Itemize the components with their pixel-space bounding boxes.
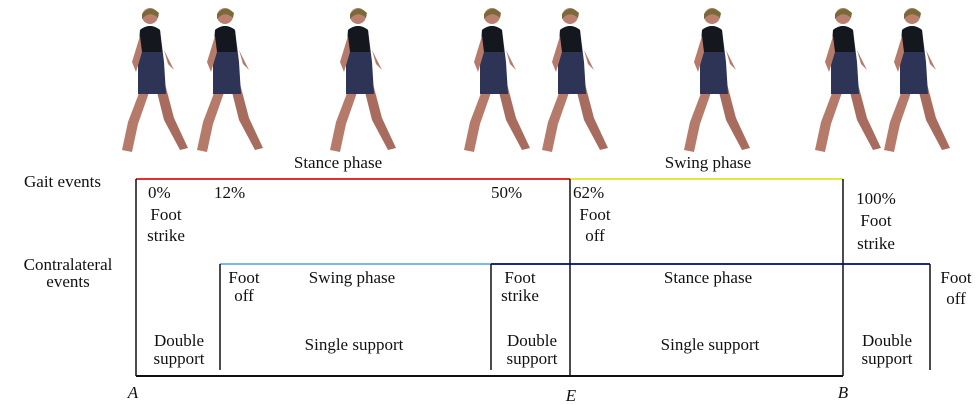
event: Foot [150, 205, 181, 224]
axis-label: A [127, 383, 139, 402]
event: strike [857, 234, 895, 253]
labels: Stance phase Swing phase Gait events Con… [24, 153, 972, 405]
row-label: events [46, 272, 89, 291]
percent: 12% [214, 183, 245, 202]
support: support [507, 349, 558, 368]
row-label: Contralateral [24, 255, 113, 274]
percent: 62% [573, 183, 604, 202]
support: Single support [305, 335, 404, 354]
event: off [234, 286, 254, 305]
event: off [946, 289, 966, 308]
support: support [154, 349, 205, 368]
event: Foot [940, 268, 971, 287]
event: strike [501, 286, 539, 305]
percent: 100% [856, 189, 896, 208]
support: Double [862, 331, 912, 350]
phase: Stance phase [664, 268, 752, 287]
percent: 0% [148, 183, 171, 202]
event: Foot [860, 211, 891, 230]
event: Foot [579, 205, 610, 224]
support: Double [507, 331, 557, 350]
axis-label: E [565, 386, 577, 405]
phase: Stance phase [294, 153, 382, 172]
support: Double [154, 331, 204, 350]
lines [135, 178, 931, 377]
event: Foot [228, 268, 259, 287]
event: strike [147, 226, 185, 245]
axis-label: B [838, 383, 849, 402]
walking-figures [122, 8, 950, 152]
support: Single support [661, 335, 760, 354]
row-label: Gait events [24, 172, 101, 191]
support: support [862, 349, 913, 368]
phase: Swing phase [665, 153, 751, 172]
percent: 50% [491, 183, 522, 202]
event: off [585, 226, 605, 245]
phase: Swing phase [309, 268, 395, 287]
event: Foot [504, 268, 535, 287]
